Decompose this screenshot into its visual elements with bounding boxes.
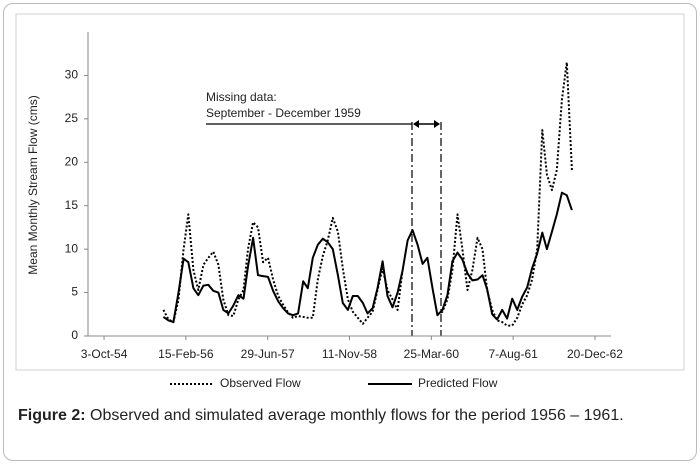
x-tick-label: 11-Nov-58	[322, 347, 377, 361]
caption-text: Observed and simulated average monthly f…	[90, 407, 624, 424]
x-tick-label: 15-Feb-56	[158, 347, 214, 361]
line	[162, 191, 573, 324]
x-tick-label: 29-Jun-57	[241, 347, 295, 361]
y-tick-label: 20	[65, 154, 79, 168]
caption: Figure 2: Observed and simulated average…	[18, 405, 682, 427]
annotation: September - December 1959	[206, 106, 361, 120]
y-tick-label: 15	[65, 198, 79, 212]
legend-label: Predicted Flow	[418, 376, 498, 390]
x-tick-label: 25-Mar-60	[404, 347, 460, 361]
y-tick-label: 25	[65, 111, 79, 125]
caption-label: Figure 2:	[18, 407, 86, 424]
y-tick-label: 10	[65, 241, 79, 255]
legend-label: Observed Flow	[220, 376, 301, 390]
y-tick-label: 5	[71, 285, 78, 299]
figure-frame	[3, 3, 697, 461]
y-tick-label: 30	[65, 68, 79, 82]
line	[162, 61, 573, 327]
x-tick-label: 7-Aug-61	[488, 347, 538, 361]
y-tick-label: 0	[71, 328, 78, 342]
x-tick-label: 3-Oct-54	[81, 347, 128, 361]
x-tick-label: 20-Dec-62	[567, 347, 623, 361]
gap-arrowheads	[413, 120, 440, 128]
annotation: Missing data:	[206, 90, 277, 104]
y-axis-label: Mean Monthly Stream Flow (cms)	[26, 95, 40, 274]
chart: Mean Monthly Stream Flow (cms) Missing d…	[15, 13, 685, 390]
chart-border	[15, 13, 685, 371]
